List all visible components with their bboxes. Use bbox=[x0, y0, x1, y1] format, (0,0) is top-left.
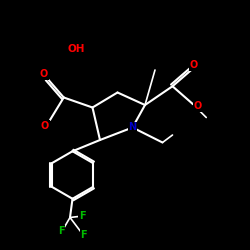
Text: F: F bbox=[79, 211, 86, 221]
Text: F: F bbox=[58, 226, 64, 236]
Text: O: O bbox=[41, 121, 49, 131]
Text: F: F bbox=[80, 230, 87, 240]
Text: O: O bbox=[190, 60, 198, 70]
Text: O: O bbox=[40, 69, 48, 79]
Text: OH: OH bbox=[68, 44, 85, 54]
Text: N: N bbox=[128, 122, 136, 132]
Text: O: O bbox=[194, 101, 202, 111]
